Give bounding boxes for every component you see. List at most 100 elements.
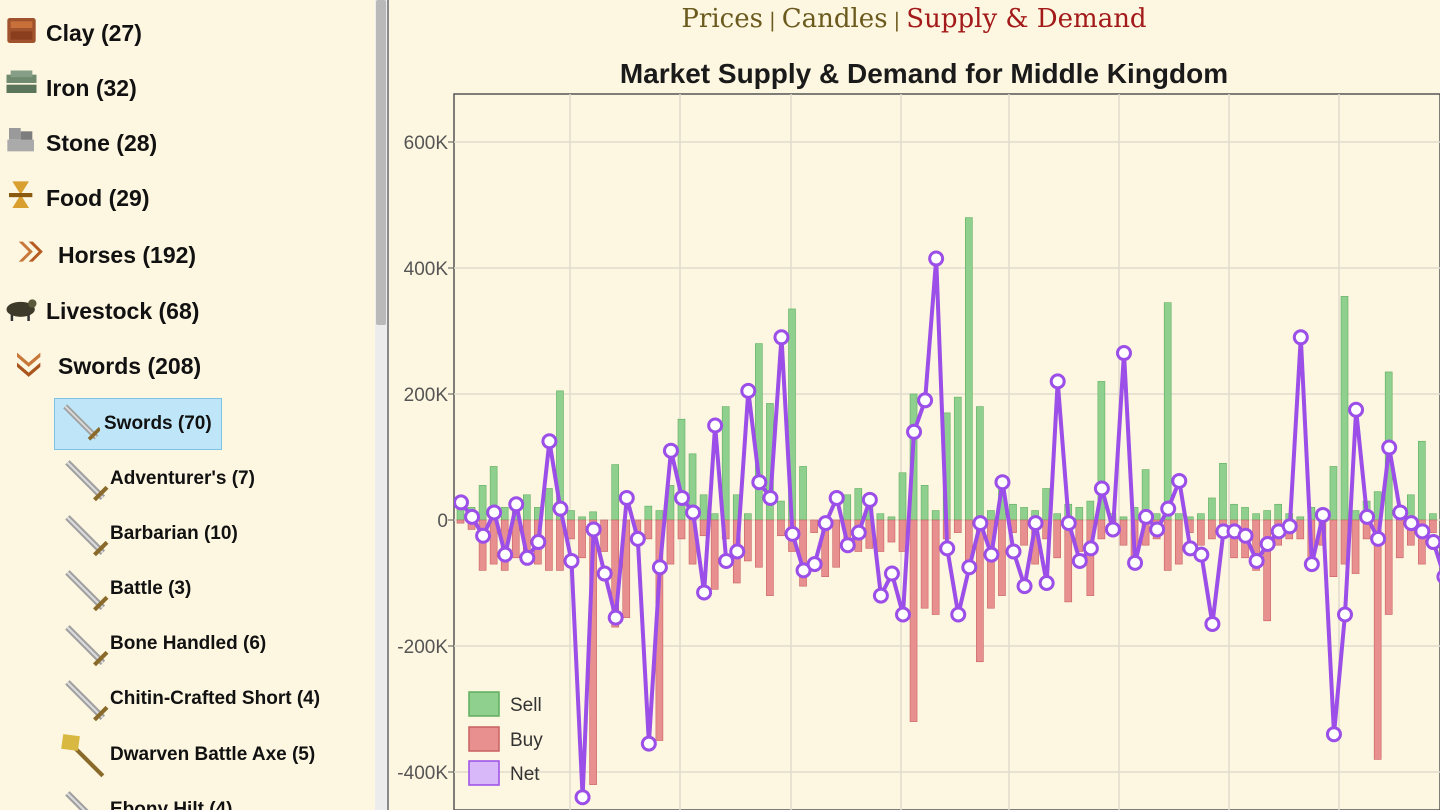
net-point[interactable] [1093,480,1110,497]
net-point[interactable] [563,552,580,569]
net-point[interactable] [1259,535,1276,552]
sidebar-subitem[interactable]: Bone Handled (6) [54,619,266,669]
sidebar-item-livestock[interactable]: Livestock (68) [2,286,199,336]
net-point[interactable] [950,606,967,623]
net-point[interactable] [1193,546,1210,563]
net-point[interactable] [618,489,635,506]
net-point[interactable] [928,250,945,267]
net-point[interactable] [696,584,713,601]
net-point[interactable] [872,587,889,604]
net-point[interactable] [454,494,469,511]
net-point[interactable] [640,735,657,752]
panel-divider[interactable] [387,0,389,810]
net-point[interactable] [729,543,746,560]
net-point[interactable] [1370,530,1387,547]
sidebar-subitem[interactable]: Adventurer's (7) [54,454,255,504]
net-point[interactable] [1403,515,1420,532]
net-point[interactable] [1060,515,1077,532]
sidebar-subitem[interactable]: Battle (3) [54,564,191,614]
net-point[interactable] [629,530,646,547]
net-point[interactable] [1392,504,1409,521]
net-point[interactable] [917,392,934,409]
net-point[interactable] [1038,575,1055,591]
net-point[interactable] [1104,521,1121,538]
net-point[interactable] [607,609,624,626]
net-point[interactable] [1303,556,1320,573]
net-point[interactable] [1248,552,1265,569]
net-point[interactable] [1292,329,1309,346]
net-point[interactable] [839,537,856,554]
sidebar-subitem[interactable]: Barbarian (10) [54,509,238,559]
net-point[interactable] [1027,515,1044,532]
net-point[interactable] [1127,554,1144,571]
sidebar-item-food[interactable]: Food (29) [2,173,150,223]
net-point[interactable] [497,546,514,563]
net-point[interactable] [1425,534,1440,551]
net-point[interactable] [972,515,989,532]
net-point[interactable] [1348,401,1365,418]
net-point[interactable] [983,546,1000,563]
net-point[interactable] [817,515,834,532]
net-point[interactable] [1071,552,1088,569]
sidebar-item-swords[interactable]: Swords (208) [10,341,201,391]
net-point[interactable] [1359,508,1376,525]
net-point[interactable] [1314,506,1331,523]
net-point[interactable] [806,556,823,573]
sidebar-item-horses[interactable]: Horses (192) [10,230,196,280]
net-point[interactable] [530,534,547,551]
net-point[interactable] [1381,439,1398,456]
net-point[interactable] [895,606,911,623]
sidebar-subitem[interactable]: Chitin-Crafted Short (4) [54,674,320,724]
net-point[interactable] [906,423,923,440]
net-point[interactable] [486,504,503,521]
net-point[interactable] [662,442,679,459]
net-point[interactable] [718,552,735,569]
net-point[interactable] [1005,543,1022,560]
net-point[interactable] [475,527,492,544]
net-point[interactable] [773,329,790,346]
net-point[interactable] [1171,472,1188,489]
sidebar-scrollbar-thumb[interactable] [376,0,386,325]
net-point[interactable] [1016,578,1033,595]
net-point[interactable] [740,382,757,399]
net-point[interactable] [1436,570,1440,584]
net-point[interactable] [1414,523,1431,540]
net-point[interactable] [751,474,768,491]
net-point[interactable] [1138,508,1155,525]
sidebar-item-clay[interactable]: Clay (27) [2,8,142,58]
net-point[interactable] [861,491,878,508]
net-point[interactable] [1082,540,1099,557]
legend-label[interactable]: Net [510,764,540,785]
legend-swatch[interactable] [468,726,500,752]
net-point[interactable] [519,549,536,566]
legend-label[interactable]: Sell [510,695,542,716]
net-point[interactable] [883,565,900,582]
net-point[interactable] [1049,373,1066,390]
sidebar-item-iron[interactable]: Iron (32) [2,63,137,113]
net-point[interactable] [939,540,956,557]
net-point[interactable] [828,489,845,506]
net-point[interactable] [707,417,724,434]
net-point[interactable] [1281,518,1298,535]
net-point[interactable] [1204,615,1221,632]
net-point[interactable] [585,521,602,538]
tab-prices[interactable]: Prices [681,4,763,34]
sidebar-subitem[interactable]: Ebony Hilt (4) [54,785,232,810]
legend-swatch[interactable] [468,760,500,786]
net-point[interactable] [685,504,702,521]
net-point[interactable] [762,489,779,506]
net-point[interactable] [784,525,801,542]
legend-label[interactable]: Buy [510,730,543,751]
net-point[interactable] [1116,345,1132,362]
net-point[interactable] [596,565,613,582]
net-point[interactable] [961,559,978,576]
net-point[interactable] [850,524,867,541]
net-point[interactable] [574,789,591,806]
net-point[interactable] [508,496,525,513]
sidebar-subitem[interactable]: Swords (70) [56,399,212,449]
sidebar-item-stone[interactable]: Stone (28) [2,118,157,168]
net-point[interactable] [552,500,569,517]
net-point[interactable] [1149,521,1166,538]
net-point[interactable] [541,433,558,450]
net-point[interactable] [651,559,668,576]
